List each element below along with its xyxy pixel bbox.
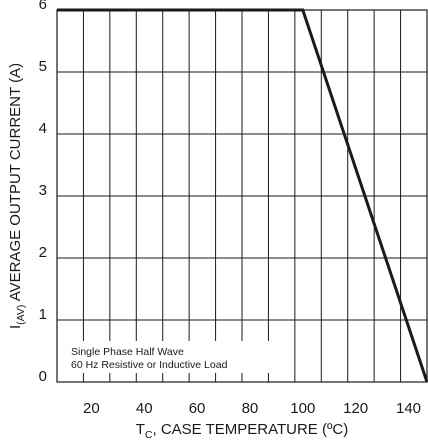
- x-axis-title-sub: C: [145, 429, 153, 441]
- x-tick-labels: 20 40 60 80 100 120 140: [83, 400, 421, 417]
- y-axis-title-rest: AVERAGE OUTPUT CURRENT (A): [7, 63, 24, 305]
- x-axis-title-main: T: [136, 421, 145, 438]
- series-line: [57, 8, 428, 383]
- note-background: [67, 341, 273, 373]
- annotation-line-2: 60 Hz Resistive or Inductive Load: [71, 359, 228, 371]
- grid-lines: [57, 10, 427, 382]
- x-tick-label: 100: [290, 400, 315, 417]
- y-axis-title-main: I: [7, 325, 24, 329]
- x-tick-label: 80: [242, 400, 259, 417]
- y-tick-label: 6: [39, 0, 47, 13]
- annotation-line-1: Single Phase Half Wave: [71, 346, 184, 358]
- x-tick-label: 20: [83, 400, 100, 417]
- y-axis-title: I(AV) AVERAGE OUTPUT CURRENT (A): [7, 63, 27, 329]
- x-tick-label: 120: [343, 400, 368, 417]
- x-axis-title-rest: , CASE TEMPERATURE (ºC): [152, 421, 348, 438]
- y-axis-title-sub: (AV): [15, 305, 27, 325]
- y-tick-labels: 0 1 2 3 4 5 6: [39, 0, 47, 385]
- x-tick-label: 40: [136, 400, 153, 417]
- y-tick-label: 2: [39, 244, 47, 261]
- y-tick-label: 3: [39, 182, 47, 199]
- x-tick-label: 140: [396, 400, 421, 417]
- y-tick-label: 5: [39, 58, 47, 75]
- y-tick-label: 1: [39, 306, 47, 323]
- x-axis-title: TC, CASE TEMPERATURE (ºC): [136, 421, 349, 441]
- x-tick-label: 60: [189, 400, 206, 417]
- y-tick-label: 0: [39, 368, 47, 385]
- y-tick-label: 4: [39, 120, 47, 137]
